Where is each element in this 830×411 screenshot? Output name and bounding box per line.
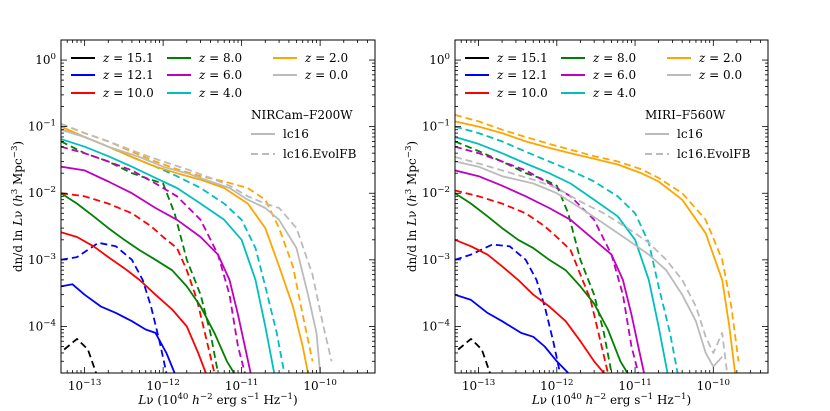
series-line-12.1-lc16 (455, 293, 569, 373)
series-line-12.1-evolfb (61, 241, 168, 373)
x-tick-label: 10−13 (68, 378, 101, 393)
legend-label: z = 6.0 (592, 68, 636, 82)
series-line-10.0-evolfb (61, 192, 216, 373)
x-tick-label: 10−12 (540, 378, 573, 393)
legend-label: z = 2.0 (698, 51, 742, 65)
x-tick-label: 10−10 (303, 378, 336, 393)
series-line-10.0-evolfb (455, 189, 609, 373)
x-axis-label: Lν (1040 h−2 erg s−1 Hz−1) (137, 392, 297, 407)
legend-label: z = 12.1 (102, 68, 154, 82)
series-group (455, 114, 740, 373)
legend-label: z = 4.0 (592, 86, 636, 100)
y-tick-label: 100 (35, 52, 56, 67)
series-line-4.0-lc16 (61, 138, 276, 373)
legend-label: z = 0.0 (304, 68, 348, 82)
y-tick-label: 10−3 (28, 252, 56, 267)
panel-title: NIRCam–F200W (251, 108, 353, 122)
legend-style-label: lc16 (283, 127, 309, 141)
panel-1: 10−13 10−12 10−11 10−10 10−4 10−3 10−2 10−1 100 L… (10, 39, 376, 407)
series-line-2.0-lc16 (455, 120, 736, 373)
legend-label: z = 2.0 (304, 51, 348, 65)
legend-label: z = 15.1 (102, 51, 154, 65)
series-line-4.0-evolfb (455, 125, 679, 373)
series-line-6.0-lc16 (455, 169, 645, 373)
series-line-15.1-evolfb (457, 338, 491, 373)
legend-label: z = 10.0 (496, 86, 548, 100)
series-line-8.0-evolfb (61, 140, 219, 373)
y-tick-label: 10−4 (422, 318, 451, 333)
panel-2: 10−13 10−12 10−11 10−10 10−4 10−3 10−2 10−1 100 L… (404, 39, 769, 407)
series-line-12.1-lc16 (61, 283, 176, 373)
legend-label: z = 0.0 (698, 68, 742, 82)
y-tick-label: 10−3 (422, 252, 450, 267)
x-tick-label: 10−11 (618, 378, 651, 393)
legend-label: z = 10.0 (102, 86, 154, 100)
y-axis-label: dn/d ln Lν (h3 Mpc−3) (10, 141, 25, 272)
y-tick-label: 10−4 (28, 318, 57, 333)
y-tick-label: 10−2 (28, 185, 56, 200)
x-tick-label: 10−13 (462, 378, 495, 393)
legend-label: z = 4.0 (198, 86, 242, 100)
series-line-4.0-lc16 (455, 136, 669, 373)
series-line-6.0-lc16 (61, 165, 252, 373)
series-line-0.0-evolfb (455, 156, 728, 373)
series-line-2.0-evolfb (455, 114, 740, 362)
legend-label: z = 8.0 (592, 51, 636, 65)
series-line-10.0-lc16 (61, 231, 207, 373)
y-tick-label: 100 (429, 52, 450, 67)
series-line-8.0-evolfb (455, 140, 613, 373)
legend-style-label: lc16.EvolFB (677, 147, 751, 161)
series-line-15.1-evolfb (63, 338, 97, 373)
series-line-12.1-evolfb (455, 243, 561, 373)
series-line-10.0-lc16 (455, 238, 605, 373)
x-tick-label: 10−10 (697, 378, 730, 393)
x-tick-label: 10−12 (146, 378, 179, 393)
y-tick-label: 10−2 (422, 185, 450, 200)
y-tick-label: 10−1 (28, 119, 56, 134)
y-tick-label: 10−1 (422, 119, 450, 134)
legend-label: z = 6.0 (198, 68, 242, 82)
legend-label: z = 12.1 (496, 68, 548, 82)
series-line-0.0-lc16 (455, 160, 723, 368)
series-group (61, 123, 333, 373)
legend-style-label: lc16.EvolFB (283, 147, 357, 161)
series-line-0.0-evolfb (61, 123, 333, 362)
series-line-4.0-evolfb (61, 128, 286, 373)
series-line-8.0-lc16 (455, 192, 629, 373)
series-line-6.0-evolfb (61, 145, 246, 373)
series-line-0.0-lc16 (61, 128, 321, 373)
legend-style-label: lc16 (677, 127, 703, 141)
panel-title: MIRI–F560W (645, 108, 726, 122)
x-axis-label: Lν (1040 h−2 erg s−1 Hz−1) (531, 392, 691, 407)
series-line-8.0-lc16 (61, 192, 235, 373)
legend-label: z = 15.1 (496, 51, 548, 65)
x-tick-label: 10−11 (225, 378, 258, 393)
legend-label: z = 8.0 (198, 51, 242, 65)
y-axis-label: dn/d ln Lν (h3 Mpc−3) (404, 141, 419, 272)
